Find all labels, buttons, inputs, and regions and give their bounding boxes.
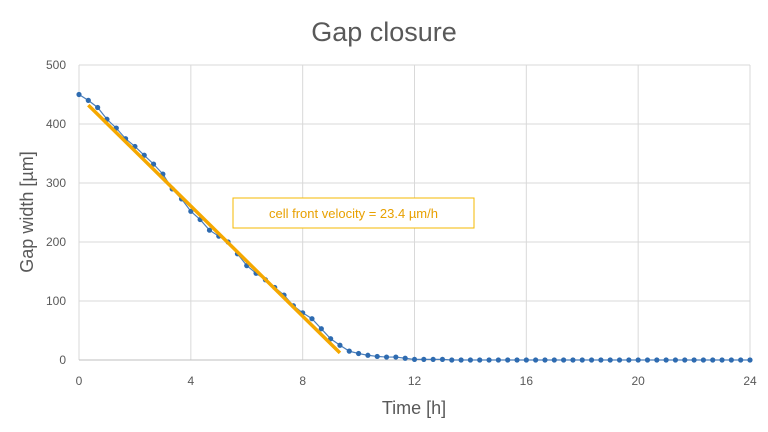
data-point xyxy=(607,357,613,363)
data-point xyxy=(411,356,418,363)
data-point xyxy=(95,104,101,111)
series-gap-width xyxy=(76,91,753,363)
data-point xyxy=(355,350,362,357)
data-point xyxy=(533,357,539,363)
data-point xyxy=(318,326,324,332)
data-point xyxy=(206,227,213,233)
annotation-box xyxy=(232,197,475,229)
data-point xyxy=(635,357,641,363)
x-tick-label: 16 xyxy=(520,374,534,388)
data-point xyxy=(561,357,567,363)
data-point xyxy=(579,357,585,363)
data-point xyxy=(458,357,464,363)
data-point xyxy=(747,357,753,363)
data-point xyxy=(495,357,501,363)
data-point xyxy=(570,357,576,363)
data-point xyxy=(374,353,380,360)
x-tick-label: 8 xyxy=(299,374,306,388)
data-point xyxy=(346,348,352,354)
data-point xyxy=(523,357,529,363)
y-tick-label: 500 xyxy=(46,58,66,72)
data-point xyxy=(598,357,604,363)
data-point xyxy=(421,356,427,363)
x-axis-label: Time [h] xyxy=(382,398,446,418)
trendline xyxy=(87,103,342,355)
data-point xyxy=(710,357,716,363)
data-point xyxy=(402,355,408,361)
data-point xyxy=(76,91,82,98)
grid xyxy=(78,64,751,360)
velocity-annotation: cell front velocity = 23.4 µm/h xyxy=(232,197,475,229)
data-point xyxy=(383,354,390,360)
data-point xyxy=(728,357,734,363)
data-point xyxy=(486,357,492,363)
data-point xyxy=(542,357,548,363)
data-point xyxy=(309,316,315,322)
y-tick-labels: 0 100 200 300 400 500 xyxy=(46,58,66,367)
data-point xyxy=(467,357,474,363)
data-point xyxy=(719,357,725,363)
data-point xyxy=(514,357,520,363)
data-point xyxy=(616,357,623,363)
data-point xyxy=(337,342,343,348)
data-point xyxy=(150,161,157,167)
y-tick-label: 400 xyxy=(46,117,66,131)
data-point xyxy=(365,352,371,358)
x-tick-label: 12 xyxy=(408,374,422,388)
data-point xyxy=(449,357,455,363)
data-point xyxy=(691,357,697,363)
data-point xyxy=(588,357,595,363)
chart-title: Gap closure xyxy=(311,17,457,47)
data-point xyxy=(663,357,669,363)
annotation-text: cell front velocity = 23.4 µm/h xyxy=(269,206,438,221)
y-tick-label: 300 xyxy=(46,176,66,190)
data-point xyxy=(188,208,194,214)
data-point xyxy=(393,354,399,360)
data-point xyxy=(682,357,688,363)
data-point xyxy=(654,357,660,363)
data-point xyxy=(439,356,446,363)
x-tick-label: 24 xyxy=(743,374,757,388)
data-point xyxy=(644,357,651,363)
data-point xyxy=(700,357,706,363)
x-tick-label: 4 xyxy=(187,374,194,388)
data-point xyxy=(477,357,483,363)
data-point xyxy=(430,356,436,363)
y-tick-label: 100 xyxy=(46,294,66,308)
x-tick-label: 0 xyxy=(76,374,83,388)
data-point xyxy=(738,357,744,363)
data-point xyxy=(85,97,91,103)
data-point xyxy=(551,357,557,363)
y-axis-label: Gap width [µm] xyxy=(17,151,37,272)
trendline-line xyxy=(87,103,342,355)
y-tick-label: 0 xyxy=(59,353,66,367)
data-point xyxy=(626,357,632,363)
data-point xyxy=(505,357,511,363)
data-point xyxy=(672,357,679,363)
x-tick-labels: 0 4 8 12 16 20 24 xyxy=(76,374,757,388)
y-tick-label: 200 xyxy=(46,235,66,249)
x-tick-label: 20 xyxy=(631,374,645,388)
